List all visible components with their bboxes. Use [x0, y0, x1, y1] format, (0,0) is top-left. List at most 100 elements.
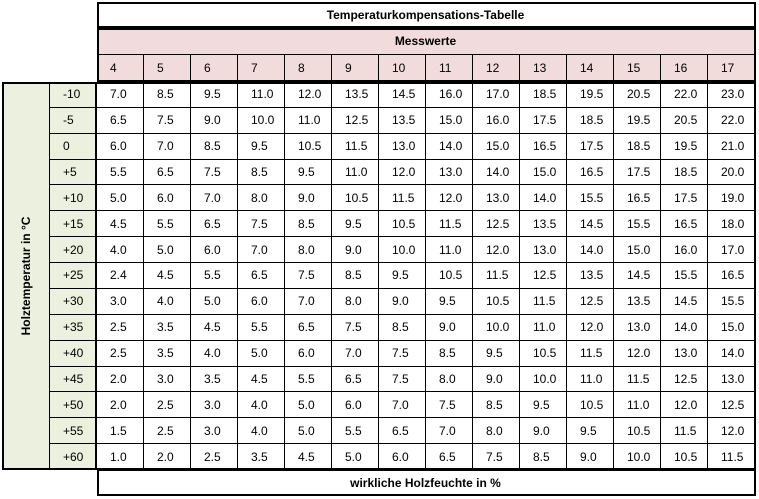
cell: 11.0 — [426, 237, 473, 264]
cell: 22.0 — [661, 82, 708, 108]
cell: 4.5 — [191, 314, 238, 341]
cell: 10.5 — [567, 392, 614, 419]
cell: 1.0 — [97, 444, 144, 470]
cell: 8.5 — [473, 392, 520, 419]
cell: 7.5 — [285, 263, 332, 289]
column-header: 15 — [614, 55, 661, 82]
cell: 5.0 — [285, 418, 332, 445]
row-header: +35 — [50, 314, 97, 341]
cell: 9.5 — [332, 211, 379, 238]
cell: 17.5 — [520, 107, 567, 134]
cell: 7.5 — [191, 159, 238, 186]
row-header: +55 — [50, 418, 97, 445]
row-header: -10 — [50, 82, 97, 108]
cell: 12.0 — [473, 237, 520, 264]
cell: 16.5 — [661, 211, 708, 238]
cell: 18.5 — [567, 107, 614, 134]
cell: 8.5 — [332, 263, 379, 289]
cell: 16.5 — [708, 263, 755, 289]
cell: 10.5 — [285, 133, 332, 160]
cell: 11.5 — [332, 133, 379, 160]
cell: 13.5 — [332, 82, 379, 108]
cell: 8.0 — [238, 185, 285, 212]
cell: 5.0 — [285, 392, 332, 419]
cell: 10.5 — [426, 263, 473, 289]
column-header: 9 — [332, 55, 379, 82]
cell: 15.0 — [473, 133, 520, 160]
cell: 9.5 — [285, 159, 332, 186]
column-header: 7 — [238, 55, 285, 82]
column-header: 17 — [708, 55, 755, 82]
cell: 12.0 — [285, 82, 332, 108]
cell: 6.0 — [379, 444, 426, 470]
cell: 10.0 — [520, 366, 567, 393]
cell: 9.0 — [285, 185, 332, 212]
cell: 12.5 — [473, 211, 520, 238]
cell: 9.5 — [473, 340, 520, 367]
cell: 5.0 — [332, 444, 379, 470]
cell: 5.0 — [97, 185, 144, 212]
cell: 14.5 — [379, 82, 426, 108]
cell: 12.0 — [426, 185, 473, 212]
cell: 2.0 — [144, 444, 191, 470]
column-header: 12 — [473, 55, 520, 82]
cell: 8.5 — [238, 159, 285, 186]
cell: 11.5 — [567, 340, 614, 367]
cell: 1.5 — [97, 418, 144, 445]
cell: 2.4 — [97, 263, 144, 289]
cell: 11.0 — [285, 107, 332, 134]
cell: 18.5 — [614, 133, 661, 160]
cell: 6.0 — [285, 340, 332, 367]
cell: 9.5 — [379, 263, 426, 289]
cell: 7.5 — [473, 444, 520, 470]
cell: 16.0 — [426, 82, 473, 108]
cell: 9.0 — [332, 237, 379, 264]
cell: 11.0 — [567, 366, 614, 393]
cell: 13.5 — [567, 263, 614, 289]
cell: 5.5 — [332, 418, 379, 445]
cell: 9.5 — [426, 288, 473, 315]
cell: 7.5 — [379, 340, 426, 367]
cell: 6.0 — [332, 392, 379, 419]
column-header: 10 — [379, 55, 426, 82]
cell: 4.0 — [191, 340, 238, 367]
cell: 9.5 — [238, 133, 285, 160]
column-header: 14 — [567, 55, 614, 82]
cell: 6.0 — [191, 237, 238, 264]
cell: 7.5 — [332, 314, 379, 341]
cell: 11.5 — [520, 288, 567, 315]
cell: 5.5 — [285, 366, 332, 393]
cell: 14.5 — [567, 211, 614, 238]
cell: 14.0 — [520, 185, 567, 212]
cell: 6.5 — [285, 314, 332, 341]
cell: 4.5 — [285, 444, 332, 470]
cell: 11.5 — [473, 263, 520, 289]
cell: 7.0 — [238, 237, 285, 264]
cell: 4.0 — [144, 288, 191, 315]
cell: 6.5 — [426, 444, 473, 470]
cell: 3.5 — [238, 444, 285, 470]
column-header: 8 — [285, 55, 332, 82]
group-header: Messwerte — [97, 28, 755, 55]
row-header: +10 — [50, 185, 97, 212]
cell: 11.5 — [379, 185, 426, 212]
cell: 8.5 — [144, 82, 191, 108]
cell: 20.5 — [614, 82, 661, 108]
cell: 6.0 — [238, 288, 285, 315]
cell: 9.0 — [379, 288, 426, 315]
row-header: +45 — [50, 366, 97, 393]
cell: 11.5 — [661, 418, 708, 445]
cell: 9.5 — [567, 418, 614, 445]
cell: 8.5 — [520, 444, 567, 470]
cell: 17.5 — [661, 185, 708, 212]
cell: 14.5 — [661, 288, 708, 315]
cell: 12.0 — [661, 392, 708, 419]
cell: 12.5 — [567, 288, 614, 315]
row-header: +20 — [50, 237, 97, 264]
cell: 8.5 — [191, 133, 238, 160]
cell: 2.5 — [191, 444, 238, 470]
cell: 11.0 — [238, 82, 285, 108]
cell: 12.0 — [614, 340, 661, 367]
cell: 16.5 — [567, 159, 614, 186]
